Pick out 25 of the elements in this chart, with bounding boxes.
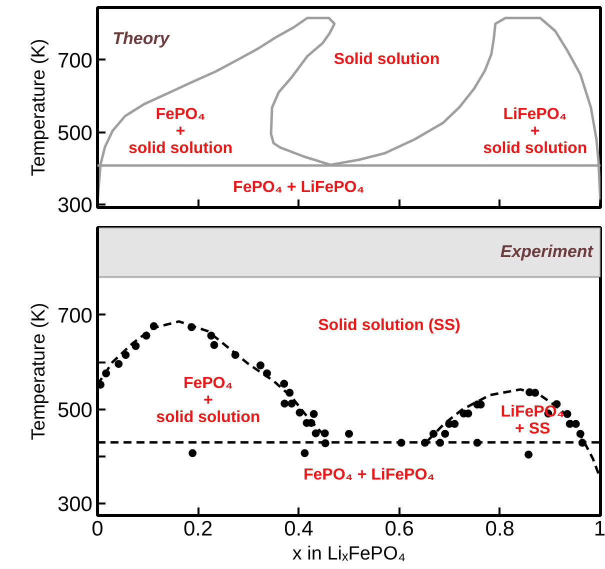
annotation: Solid solution (SS) bbox=[318, 316, 460, 334]
x-tick-label: 0 bbox=[92, 518, 104, 540]
y-tick-label: 700 bbox=[57, 304, 93, 328]
y-axis-title: Temperature (K) bbox=[28, 38, 50, 176]
x-tick-label: 0.4 bbox=[284, 518, 314, 540]
y-axis-title: Temperature (K) bbox=[28, 302, 50, 440]
annotation: LiFePO₄ + solid solution bbox=[483, 106, 588, 157]
x-tick-label: 0.2 bbox=[184, 518, 213, 540]
y-tick-label: 500 bbox=[57, 122, 93, 145]
annotation: FePO₄ + solid solution bbox=[128, 106, 232, 157]
annotation: FePO₄ + LiFePO₄ bbox=[303, 466, 435, 484]
annotation: FePO₄ + solid solution bbox=[156, 374, 260, 426]
y-tick-label: 500 bbox=[57, 398, 93, 422]
x-tick-label: 1 bbox=[594, 518, 605, 540]
y-tick-label: 300 bbox=[57, 493, 93, 516]
x-tick-label: 0.8 bbox=[485, 518, 515, 540]
text: Experiment bbox=[500, 242, 594, 262]
annotation: Solid solution bbox=[334, 51, 440, 68]
annotation: LiFePO₄ + SS bbox=[500, 403, 564, 438]
annotation: FePO₄ + LiFePO₄ bbox=[233, 179, 364, 196]
y-tick-label: 700 bbox=[57, 49, 93, 72]
text: Theory bbox=[112, 28, 171, 48]
y-tick-label: 300 bbox=[57, 194, 93, 218]
x-axis-title: x in LiₓFePO₄ bbox=[292, 544, 406, 564]
x-tick-label: 0.6 bbox=[384, 518, 414, 540]
